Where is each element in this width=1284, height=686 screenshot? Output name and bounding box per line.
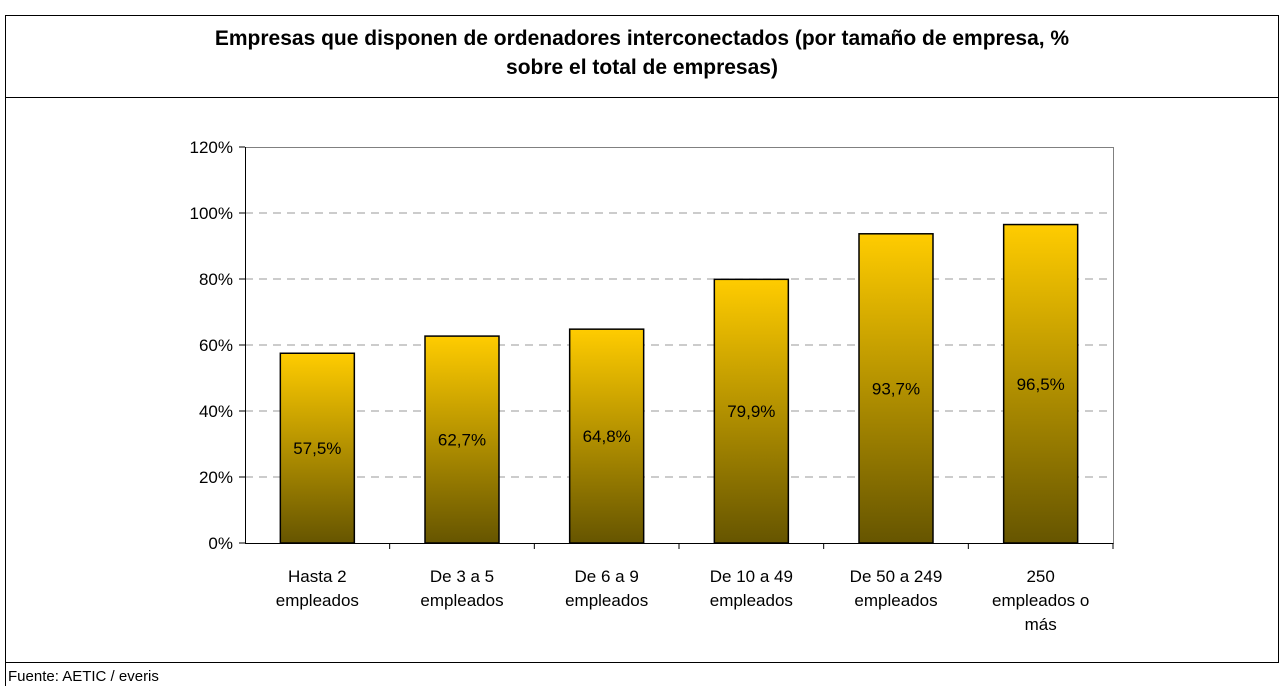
y-tick-label: 80% [199, 270, 233, 289]
data-label: 93,7% [872, 379, 920, 398]
y-tick-label: 40% [199, 402, 233, 421]
chart-title: Empresas que disponen de ordenadores int… [215, 27, 1070, 79]
data-label: 96,5% [1017, 375, 1065, 394]
y-tick-label: 120% [190, 138, 233, 157]
x-tick-label: De 50 a 249 empleados [850, 567, 943, 610]
y-tick-label: 60% [199, 336, 233, 355]
data-label: 62,7% [438, 431, 486, 450]
data-label: 57,5% [293, 439, 341, 458]
y-tick-label: 100% [190, 204, 233, 223]
y-tick-label: 0% [208, 534, 233, 553]
x-tick-label: De 10 a 49 empleados [710, 567, 793, 610]
frame [5, 15, 1279, 663]
x-tick-label: 250 empleados o más [992, 567, 1089, 634]
x-tick-label: De 3 a 5 empleados [420, 567, 503, 610]
data-label: 64,8% [583, 427, 631, 446]
bar [858, 233, 934, 544]
data-label: 79,9% [727, 402, 775, 421]
bar [568, 328, 645, 544]
bar [279, 352, 356, 544]
y-tick-label: 20% [199, 468, 233, 487]
bar [1002, 223, 1079, 544]
bar [424, 335, 500, 544]
bar [713, 278, 790, 544]
source: Fuente: AETIC / everis [8, 668, 159, 685]
x-tick-label: De 6 a 9 empleados [565, 567, 648, 610]
x-tick-label: Hasta 2 empleados [276, 567, 359, 610]
